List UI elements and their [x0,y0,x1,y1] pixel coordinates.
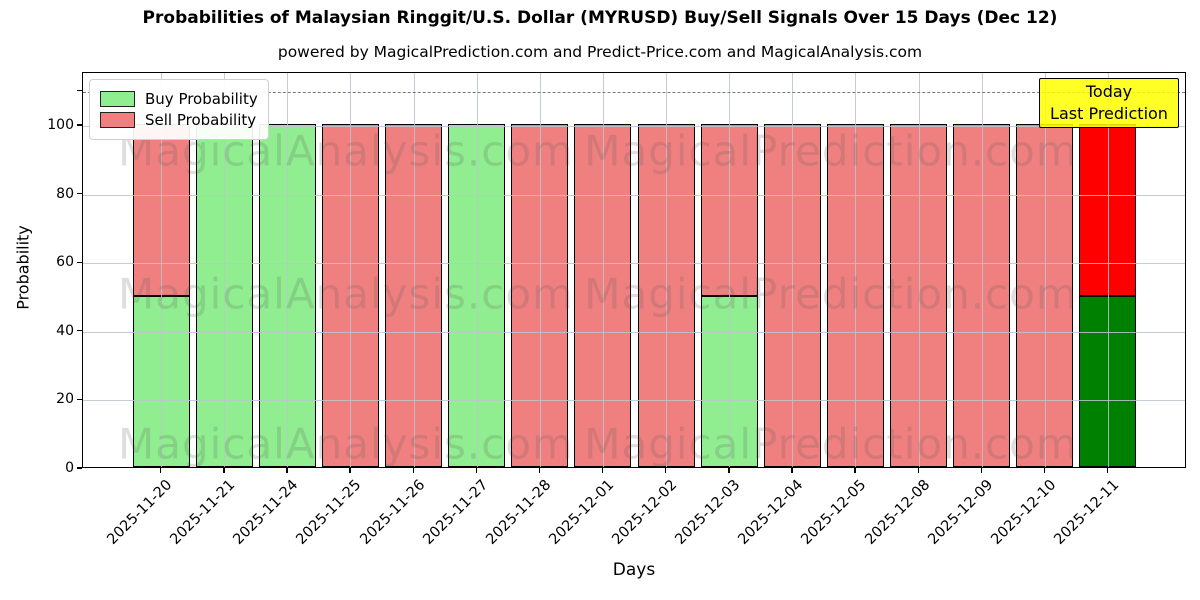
vertical-gridline [792,73,794,467]
horizontal-gridline [83,194,1185,196]
watermark-text: MagicalPrediction.com [584,126,1078,176]
x-tick-mark [665,468,667,473]
x-tick-label: 2025-11-24 [230,477,302,548]
x-tick-label: 2025-11-21 [167,477,239,548]
x-tick-mark [160,468,162,473]
x-tick-mark [854,468,856,473]
x-tick-mark [349,468,351,473]
vertical-gridline [224,73,226,467]
x-tick-mark [412,468,414,473]
x-tick-label: 2025-12-09 [925,477,997,548]
x-tick-label: 2025-11-28 [483,477,555,548]
vertical-gridline [413,73,415,467]
legend-label-buy: Buy Probability [145,90,258,108]
x-tick-label: 2025-12-05 [798,477,870,548]
x-tick-label: 2025-12-08 [861,477,933,548]
x-tick-label: 2025-12-10 [988,477,1060,548]
y-tick-label: 60 [56,254,74,271]
vertical-gridline [666,73,668,467]
horizontal-gridline [83,400,1185,402]
watermark-text: MagicalPrediction.com [584,419,1078,469]
y-tick-mark [77,330,82,332]
y-tick-label: 100 [47,117,74,133]
x-tick-mark [601,468,604,473]
x-tick-label: 2025-12-11 [1051,477,1123,548]
vertical-gridline [287,73,289,467]
annotation-line-1: Today [1085,82,1133,101]
y-tick-mark [77,398,82,401]
x-tick-label: 2025-12-04 [735,477,807,548]
vertical-gridline [729,73,731,467]
x-tick-label: 2025-11-27 [420,477,491,548]
watermark-text: MagicalAnalysis.com [118,269,574,319]
x-tick-mark [223,468,225,473]
legend-item-sell: Sell Probability [100,111,258,129]
legend-label-sell: Sell Probability [145,111,257,129]
x-tick-label: 2025-11-20 [104,477,176,548]
horizontal-gridline [83,331,1185,333]
y-tick-label: 0 [65,460,74,476]
x-tick-label: 2025-12-02 [609,477,681,548]
x-tick-mark [917,468,919,473]
vertical-gridline [981,73,983,467]
y-tick-mark [77,192,82,195]
vertical-gridline [539,73,541,467]
today-annotation: Today Last Prediction [1039,78,1179,128]
y-tick-mark [77,124,82,126]
x-axis-label: Days [612,560,656,580]
legend: Buy Probability Sell Probability [89,79,269,140]
vertical-gridline [476,73,478,467]
vertical-gridline [918,73,920,467]
sell-swatch-icon [100,112,135,128]
x-tick-mark [475,468,478,473]
x-tick-mark [791,468,793,473]
y-tick-label: 40 [56,322,74,339]
horizontal-gridline [83,126,1185,127]
legend-item-buy: Buy Probability [100,90,258,108]
x-tick-mark [538,468,541,473]
y-tick-label: 20 [56,391,74,408]
x-tick-label: 2025-12-03 [672,477,744,548]
buy-swatch-icon [100,91,135,107]
dashed-threshold-line [83,91,1185,93]
vertical-gridline [1044,73,1046,467]
x-tick-mark [1043,468,1046,473]
x-tick-mark [286,468,288,473]
vertical-gridline [855,73,857,467]
chart-title: Probabilities of Malaysian Ringgit/U.S. … [142,8,1058,28]
chart-subtitle: powered by MagicalPrediction.com and Pre… [277,43,923,61]
y-tick-mark [77,261,82,263]
vertical-gridline [602,73,604,467]
x-tick-label: 2025-11-26 [356,477,428,548]
watermark-text: MagicalPrediction.com [584,269,1078,319]
y-tick-label: 80 [56,185,74,202]
x-tick-mark [728,468,730,473]
horizontal-gridline [83,263,1185,265]
vertical-gridline [350,73,352,467]
vertical-gridline [1107,73,1109,467]
x-tick-label: 2025-11-25 [293,477,365,548]
plot-area: Buy Probability Sell Probability Today L… [82,72,1186,469]
y-tick-mark-threshold [77,90,82,92]
watermark-text: MagicalAnalysis.com [118,419,574,469]
x-tick-mark [1106,468,1109,473]
x-tick-mark [980,468,983,473]
y-tick-mark [77,467,82,469]
annotation-line-2: Last Prediction [1050,104,1168,123]
x-tick-label: 2025-12-01 [546,477,618,548]
vertical-gridline [161,73,162,467]
